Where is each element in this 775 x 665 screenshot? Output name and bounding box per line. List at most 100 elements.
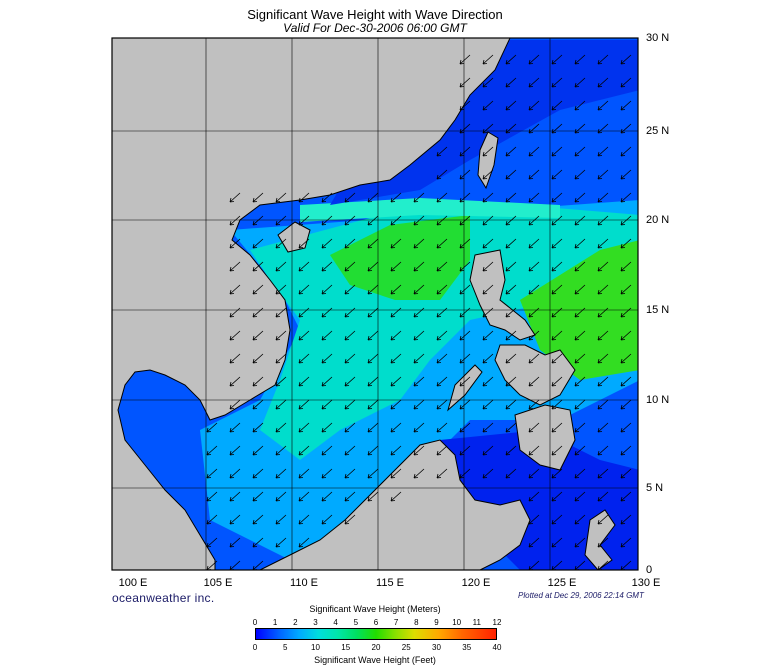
wave-arrow xyxy=(436,330,448,341)
wave-arrow xyxy=(390,353,402,364)
wave-arrow xyxy=(597,192,609,203)
wave-arrow xyxy=(229,192,241,203)
wave-arrow xyxy=(574,123,586,134)
wave-arrow xyxy=(321,307,333,318)
colorbar-tick-meters: 0 xyxy=(252,618,258,627)
colorbar-tick-meters: 2 xyxy=(293,618,298,627)
wave-arrow xyxy=(275,376,287,387)
wave-arrow xyxy=(275,307,287,318)
wave-arrow xyxy=(206,422,218,433)
wave-arrow xyxy=(252,192,264,203)
wave-arrow xyxy=(229,238,241,249)
wave-arrow xyxy=(390,284,402,295)
wave-arrow xyxy=(551,261,563,272)
wave-arrow xyxy=(620,422,632,433)
wave-arrow xyxy=(620,238,632,249)
wave-arrow xyxy=(551,491,563,502)
wave-arrow xyxy=(574,307,586,318)
wave-arrow xyxy=(574,54,586,65)
wave-arrow xyxy=(229,353,241,364)
wave-arrow xyxy=(367,261,379,272)
wave-arrow xyxy=(459,215,471,226)
wave-arrow xyxy=(252,307,264,318)
wave-arrow xyxy=(275,284,287,295)
wave-arrow xyxy=(574,215,586,226)
wave-arrow xyxy=(413,192,425,203)
wave-zone-cyan-band xyxy=(300,198,560,222)
wave-arrow xyxy=(229,468,241,479)
wave-arrow xyxy=(275,215,287,226)
wave-arrow xyxy=(298,445,310,456)
wave-arrow xyxy=(252,330,264,341)
wave-arrow xyxy=(367,399,379,410)
wave-arrow xyxy=(620,376,632,387)
wave-arrow xyxy=(436,238,448,249)
wave-arrow xyxy=(459,123,471,134)
wave-arrow xyxy=(459,146,471,157)
wave-arrow xyxy=(344,284,356,295)
chart-subtitle: Valid For Dec-30-2006 06:00 GMT xyxy=(283,21,467,35)
wave-arrow xyxy=(574,238,586,249)
wave-arrow xyxy=(413,399,425,410)
wave-arrow xyxy=(367,445,379,456)
wave-arrow xyxy=(298,238,310,249)
wave-arrow xyxy=(390,192,402,203)
wave-direction-arrows xyxy=(206,54,632,570)
colorbar-tick-feet: 35 xyxy=(462,643,472,652)
wave-arrow xyxy=(229,376,241,387)
wave-arrow xyxy=(413,468,425,479)
map-frame xyxy=(111,37,639,571)
wave-arrow xyxy=(252,445,264,456)
wave-arrow xyxy=(551,169,563,180)
wave-arrow xyxy=(528,261,540,272)
wave-arrow xyxy=(528,491,540,502)
wave-zone-green-north xyxy=(330,215,470,300)
wave-arrow xyxy=(574,192,586,203)
wave-arrow xyxy=(459,422,471,433)
wave-arrow xyxy=(321,468,333,479)
land-sulawesi xyxy=(584,509,616,570)
wave-arrow xyxy=(436,192,448,203)
lon-label: 120 E xyxy=(461,577,491,589)
wave-arrow xyxy=(505,146,517,157)
wave-arrow xyxy=(505,169,517,180)
wave-arrow xyxy=(505,399,517,410)
wave-arrow xyxy=(505,468,517,479)
colorbar-tick-feet: 25 xyxy=(401,643,411,652)
wave-arrow xyxy=(436,261,448,272)
wave-arrow xyxy=(436,468,448,479)
wave-arrow xyxy=(413,376,425,387)
wave-arrow xyxy=(505,100,517,111)
wave-arrow xyxy=(298,468,310,479)
lon-label: 130 E xyxy=(631,577,661,589)
wave-arrow xyxy=(620,445,632,456)
colorbar-tick-feet: 20 xyxy=(371,643,381,652)
wave-arrow xyxy=(620,353,632,364)
wave-arrow xyxy=(436,169,448,180)
wave-arrow xyxy=(482,376,494,387)
colorbar-tick-meters: 3 xyxy=(313,618,318,627)
colorbar-tick-meters: 10 xyxy=(452,618,462,627)
wave-arrow xyxy=(505,284,517,295)
wave-arrow xyxy=(275,330,287,341)
wave-arrow xyxy=(597,330,609,341)
wave-arrow xyxy=(482,123,494,134)
grid-lines xyxy=(112,38,638,570)
wave-arrow xyxy=(597,399,609,410)
lat-label: 15 N xyxy=(646,304,670,316)
wave-arrow xyxy=(252,376,264,387)
wave-arrow xyxy=(459,399,471,410)
wave-arrow xyxy=(597,284,609,295)
wave-arrow xyxy=(597,445,609,456)
wave-arrow xyxy=(620,215,632,226)
wave-arrow xyxy=(505,123,517,134)
colorbar-tick-feet: 10 xyxy=(311,643,320,652)
colorbar-tick-feet: 40 xyxy=(492,643,502,652)
wave-arrow xyxy=(551,537,563,548)
wave-arrow xyxy=(390,215,402,226)
wave-arrow xyxy=(620,100,632,111)
wave-arrow xyxy=(229,399,241,410)
wave-arrow xyxy=(528,353,540,364)
wave-arrow xyxy=(436,215,448,226)
wave-arrow xyxy=(620,261,632,272)
